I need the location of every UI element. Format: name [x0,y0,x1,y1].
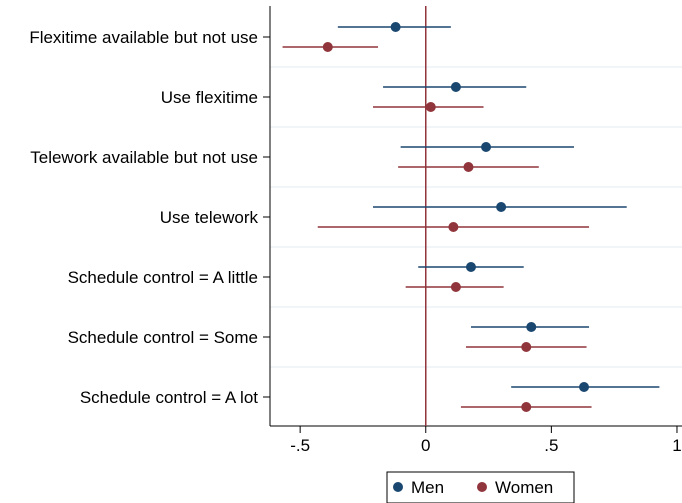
chart-marks [282,6,660,426]
point-estimate [322,42,333,52]
point-estimate [450,282,461,292]
x-tick-label: 0 [421,436,430,455]
x-tick-label: -.5 [290,436,310,455]
point-estimate [579,382,590,392]
category-label: Schedule control = A lot [80,388,258,407]
grid-lines [270,66,682,368]
category-label: Schedule control = Some [68,328,258,347]
point-estimate [463,162,474,172]
category-label: Use telework [160,208,259,227]
point-estimate [521,342,532,352]
series-women [282,42,592,412]
legend-marker [393,482,403,492]
point-estimate [448,222,459,232]
x-tick-label: 1 [672,436,681,455]
point-estimate [526,322,537,332]
point-estimate [450,82,461,92]
point-estimate [521,402,532,412]
point-estimate [465,262,476,272]
legend-label: Women [495,478,553,497]
x-tick-label: .5 [544,436,558,455]
point-estimate [390,22,401,32]
axes: -.5 0 .5 1 [263,6,682,455]
legend-label: Men [411,478,444,497]
point-estimate [425,102,436,112]
point-estimate [481,142,492,152]
category-label: Use flexitime [161,88,258,107]
category-label: Flexitime available but not use [29,28,258,47]
legend-marker [477,482,487,492]
legend: Men Women [386,471,575,503]
category-label: Schedule control = A little [68,268,258,287]
category-labels: Flexitime available but not use Use flexi… [29,28,258,407]
point-estimate [496,202,507,212]
category-label: Telework available but not use [30,148,258,167]
series-men [337,22,660,392]
